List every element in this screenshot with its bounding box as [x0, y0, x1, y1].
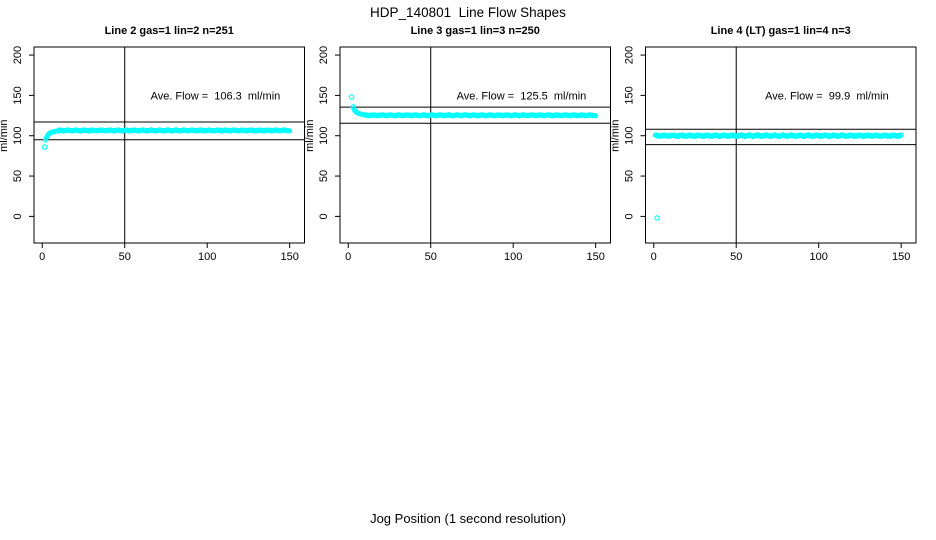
x-tick-label: 150	[280, 251, 298, 263]
y-tick-label: 150	[624, 86, 636, 104]
scatter-series	[41, 127, 293, 150]
ave-flow-annotation: Ave. Flow = 106.3 ml/min	[151, 90, 281, 102]
y-tick-label: 200	[318, 46, 330, 64]
outlier-point	[348, 94, 355, 100]
y-axis-unit-label: ml/min	[0, 120, 10, 152]
x-tick-label: 100	[504, 251, 522, 263]
y-tick-label: 200	[624, 46, 636, 64]
x-tick-label: 150	[586, 251, 604, 263]
x-tick-label: 100	[198, 251, 216, 263]
figure-title: HDP_140801 Line Flow Shapes	[370, 5, 566, 20]
scatter-series	[348, 94, 599, 119]
panel-title: Line 2 gas=1 lin=2 n=251	[105, 25, 234, 37]
data-point	[593, 113, 599, 119]
y-tick-label: 0	[318, 213, 330, 219]
plot-frame	[339, 46, 611, 244]
y-tick-label: 150	[12, 86, 24, 104]
y-tick-label: 0	[12, 213, 24, 219]
y-axis-unit-label: ml/min	[304, 120, 316, 152]
panel-2: 0 50 100 150 0 50 100 150 200 ml/min Line 3 gas=1 …	[304, 25, 611, 263]
y-tick-label: 0	[624, 213, 636, 219]
panel-1: 0 50 100 150 0 50 100 150 200 ml/min Line 2 gas=1 …	[0, 25, 305, 263]
x-tick-label: 0	[345, 251, 351, 263]
x-tick-label: 0	[39, 251, 45, 263]
ave-flow-annotation: Ave. Flow = 99.9 ml/min	[765, 90, 889, 102]
panel-title: Line 4 (LT) gas=1 lin=4 n=3	[711, 25, 851, 37]
x-tick-label: 100	[810, 251, 828, 263]
data-point	[897, 133, 903, 139]
data-point	[287, 128, 293, 134]
x-tick-label: 150	[892, 251, 910, 263]
y-tick-label: 50	[318, 170, 330, 182]
y-axis-unit-label: ml/min	[610, 120, 622, 152]
outlier-point	[41, 144, 48, 150]
y-tick-label: 100	[12, 127, 24, 145]
plot-frame	[33, 46, 305, 244]
panel-title: Line 3 gas=1 lin=3 n=250	[411, 25, 540, 37]
x-tick-label: 50	[425, 251, 437, 263]
y-tick-label: 100	[318, 127, 330, 145]
x-tick-label: 50	[730, 251, 742, 263]
panel-3: 0 50 100 150 0 50 100 150 200 ml/min Line 4 (LT) g…	[610, 25, 917, 263]
x-axis-label: Jog Position (1 second resolution)	[370, 511, 566, 526]
y-tick-label: 100	[624, 127, 636, 145]
ave-flow-annotation: Ave. Flow = 125.5 ml/min	[457, 90, 587, 102]
y-tick-label: 50	[12, 170, 24, 182]
x-tick-label: 50	[119, 251, 131, 263]
y-tick-label: 50	[624, 170, 636, 182]
data-point	[898, 132, 904, 138]
scatter-series	[652, 132, 904, 221]
x-tick-label: 0	[651, 251, 657, 263]
y-tick-label: 200	[12, 46, 24, 64]
plot-frame	[645, 46, 917, 244]
outlier-point	[654, 215, 660, 221]
y-tick-label: 150	[318, 86, 330, 104]
